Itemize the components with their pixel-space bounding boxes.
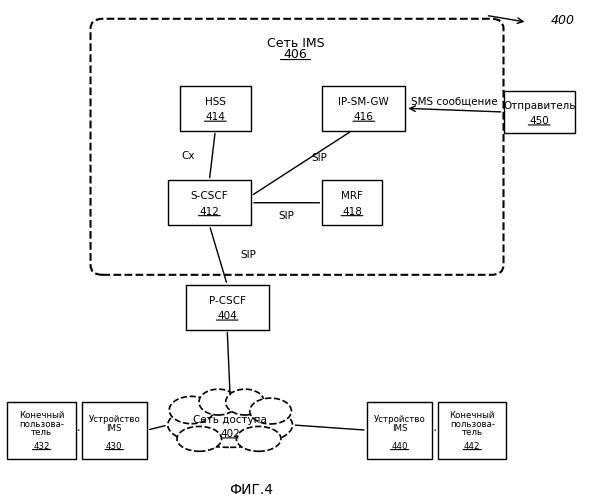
Text: 440: 440 <box>391 442 408 450</box>
Text: 450: 450 <box>530 116 549 126</box>
Text: S-CSCF: S-CSCF <box>190 192 228 202</box>
Text: MRF: MRF <box>341 192 363 202</box>
Text: Устройство: Устройство <box>374 416 426 424</box>
FancyBboxPatch shape <box>91 19 503 275</box>
Ellipse shape <box>177 426 221 452</box>
Text: 400: 400 <box>551 14 575 27</box>
FancyBboxPatch shape <box>186 285 269 330</box>
Text: Конечный: Конечный <box>450 412 495 420</box>
Ellipse shape <box>168 402 293 448</box>
FancyBboxPatch shape <box>180 86 251 130</box>
Ellipse shape <box>170 396 214 423</box>
FancyBboxPatch shape <box>322 86 405 130</box>
Text: SIP: SIP <box>279 211 294 221</box>
Text: Cx: Cx <box>181 150 195 160</box>
FancyBboxPatch shape <box>168 180 251 225</box>
Text: 418: 418 <box>342 206 362 216</box>
Text: HSS: HSS <box>205 97 226 107</box>
Text: тель: тель <box>31 428 52 437</box>
FancyBboxPatch shape <box>7 402 76 459</box>
Text: 404: 404 <box>217 311 237 321</box>
Text: SIP: SIP <box>240 250 256 260</box>
Text: Устройство: Устройство <box>88 416 140 424</box>
Text: IMS: IMS <box>106 424 122 433</box>
Text: Конечный: Конечный <box>19 412 64 420</box>
Text: пользова-: пользова- <box>450 420 495 428</box>
Text: пользова-: пользова- <box>19 420 64 428</box>
Ellipse shape <box>236 426 281 452</box>
FancyBboxPatch shape <box>367 402 432 459</box>
Text: 416: 416 <box>354 112 374 122</box>
Text: 414: 414 <box>205 112 225 122</box>
Ellipse shape <box>226 389 264 415</box>
Text: 442: 442 <box>464 442 481 450</box>
Ellipse shape <box>250 398 291 424</box>
Text: тель: тель <box>461 428 483 437</box>
Text: 402: 402 <box>220 429 240 439</box>
Text: ФИГ.4: ФИГ.4 <box>229 482 273 496</box>
Text: 412: 412 <box>199 206 219 216</box>
FancyBboxPatch shape <box>503 91 575 133</box>
FancyBboxPatch shape <box>438 402 506 459</box>
FancyBboxPatch shape <box>82 402 147 459</box>
FancyBboxPatch shape <box>322 180 381 225</box>
Text: IP-SM-GW: IP-SM-GW <box>338 97 389 107</box>
Text: P-CSCF: P-CSCF <box>209 296 246 306</box>
Text: SMS сообщение: SMS сообщение <box>411 96 498 106</box>
Text: 432: 432 <box>33 442 50 450</box>
Text: 406: 406 <box>284 48 307 61</box>
Text: Отправитель: Отправитель <box>503 100 576 110</box>
Text: SIP: SIP <box>312 154 327 164</box>
Ellipse shape <box>199 389 238 415</box>
Text: IMS: IMS <box>392 424 407 433</box>
Text: 430: 430 <box>106 442 122 450</box>
Text: Сеть IMS: Сеть IMS <box>267 37 324 50</box>
Text: Сеть доступа: Сеть доступа <box>193 415 267 425</box>
